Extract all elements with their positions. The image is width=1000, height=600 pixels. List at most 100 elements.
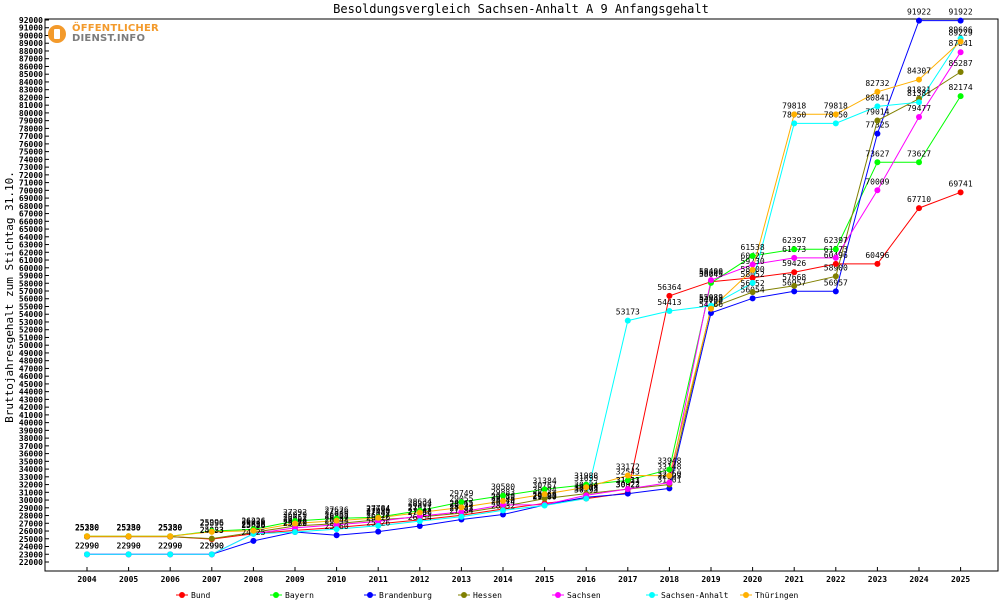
data-point-brandenburg [624,490,631,497]
data-label-bund: 58200 [699,269,723,278]
y-tick-label: 86000 [19,62,43,71]
data-label-hessen: 27450 [366,507,390,516]
data-label-bayern: 73627 [907,149,931,158]
site-logo[interactable]: ÖFFENTLICHER DIENST.INFO [46,22,162,46]
data-label-sachsen: 58400 [699,267,723,276]
series-points [84,17,964,558]
data-label-th-ringen: 33172 [616,462,640,471]
data-point-hessen [208,535,215,542]
data-point-brandenburg [375,528,382,535]
y-tick-label: 30000 [19,496,43,505]
data-point-th-ringen [624,472,631,479]
y-tick-label: 39000 [19,426,43,435]
y-tick-label: 34000 [19,465,43,474]
chart-title: Besoldungsvergleich Sachsen-Anhalt A 9 A… [333,2,709,16]
y-tick-label: 75000 [19,148,43,157]
data-label-th-ringen: 27336 [325,508,349,517]
y-tick-label: 72000 [19,171,43,180]
data-label-bayern: 25330 [75,523,99,532]
legend-label-hessen: Hessen [473,591,502,600]
data-label-bayern: 73627 [865,149,889,158]
data-point-sachsen [666,479,673,486]
data-point-sachsen-anhalt [583,495,590,502]
plot-frame [44,18,999,572]
data-point-hessen [874,117,881,124]
data-point-bayern [500,492,506,499]
x-tick-label: 2011 [369,575,388,584]
y-tick-label: 88000 [19,47,43,56]
data-label-th-ringen: 25896 [200,519,224,528]
data-label-bayern: 27292 [283,508,307,517]
data-point-sachsen-anhalt [333,526,340,533]
data-label-th-ringen: 25330 [117,523,141,532]
data-label-th-ringen: 54700 [699,296,723,305]
legend-label-sachsen-anhalt: Sachsen-Anhalt [661,591,729,600]
data-label-th-ringen: 27694 [366,505,390,514]
data-point-sachsen [957,49,964,56]
x-tick-label: 2016 [577,575,596,584]
y-tick-label: 63000 [19,241,43,250]
data-point-bund [916,205,922,212]
data-point-hessen [541,495,548,502]
data-label-bayern: 62397 [824,236,848,245]
data-point-bund [957,189,964,196]
y-tick-label: 65000 [19,225,43,234]
data-label-sachsen: 22990 [158,541,182,550]
y-tick-label: 49000 [19,349,43,358]
data-label-sachsen: 22990 [200,541,224,550]
legend-label-bayern: Bayern [285,591,314,600]
data-label-sachsen: 70009 [865,177,889,186]
data-label-sachsen-anhalt: 81381 [907,89,931,98]
series-lines [87,20,962,555]
logo-line-1: ÖFFENTLICHER [72,23,159,34]
logo-text: ÖFFENTLICHER DIENST.INFO [72,24,159,44]
data-label-th-ringen: 29883 [491,488,515,497]
data-point-th-ringen [583,484,590,491]
logo-line-2: DIENST.INFO [72,33,146,44]
data-point-brandenburg [749,295,756,302]
data-point-brandenburg [333,532,340,539]
x-tick-label: 2012 [410,575,429,584]
y-tick-label: 28000 [19,512,43,521]
data-point-th-ringen [125,533,132,540]
y-tick-label: 23000 [19,550,43,559]
data-label-bayern: 27784 [366,504,390,513]
data-label-hessen: 26955 [325,511,349,520]
data-point-th-ringen [84,533,90,540]
data-point-bayern [541,486,548,493]
data-label-bayern: 31384 [533,476,557,485]
y-tick-label: 42000 [19,403,43,412]
data-point-hessen [791,282,798,289]
y-tick-label: 36000 [19,450,43,459]
y-tick-label: 87000 [19,55,43,64]
data-label-th-ringen: 25330 [158,523,182,532]
data-point-hessen [749,289,756,296]
data-point-bayern [458,499,465,506]
y-tick-label: 35000 [19,457,43,466]
x-tick-label: 2005 [119,575,138,584]
y-tick-label: 53000 [19,318,43,327]
data-label-brandenburg: 56957 [824,278,848,287]
data-point-bayern [916,159,922,166]
data-label-bayern: 29749 [449,489,473,498]
y-tick-label: 33000 [19,473,43,482]
data-point-sachsen [458,508,465,515]
data-point-sachsen-anhalt [375,522,382,529]
data-label-bund: 30922 [616,480,640,489]
legend-label-sachsen: Sachsen [567,591,601,600]
data-point-brandenburg [250,537,257,544]
y-tick-label: 70000 [19,186,43,195]
y-tick-label: 74000 [19,155,43,164]
data-point-bund [832,260,839,267]
y-axis-label: Bruttojahresgehalt zum Stichtag 31.10. [3,171,16,423]
y-tick-label: 29000 [19,504,43,513]
data-point-brandenburg [708,309,714,316]
data-point-brandenburg [416,522,423,529]
data-point-sachsen-anhalt [292,528,298,535]
data-point-th-ringen [416,509,423,516]
legend-marker-sachsen [555,592,561,598]
data-point-hessen [957,68,964,75]
y-tick-label: 31000 [19,488,43,497]
data-label-brandenburg: 77325 [865,121,889,130]
data-point-brandenburg [832,288,839,295]
